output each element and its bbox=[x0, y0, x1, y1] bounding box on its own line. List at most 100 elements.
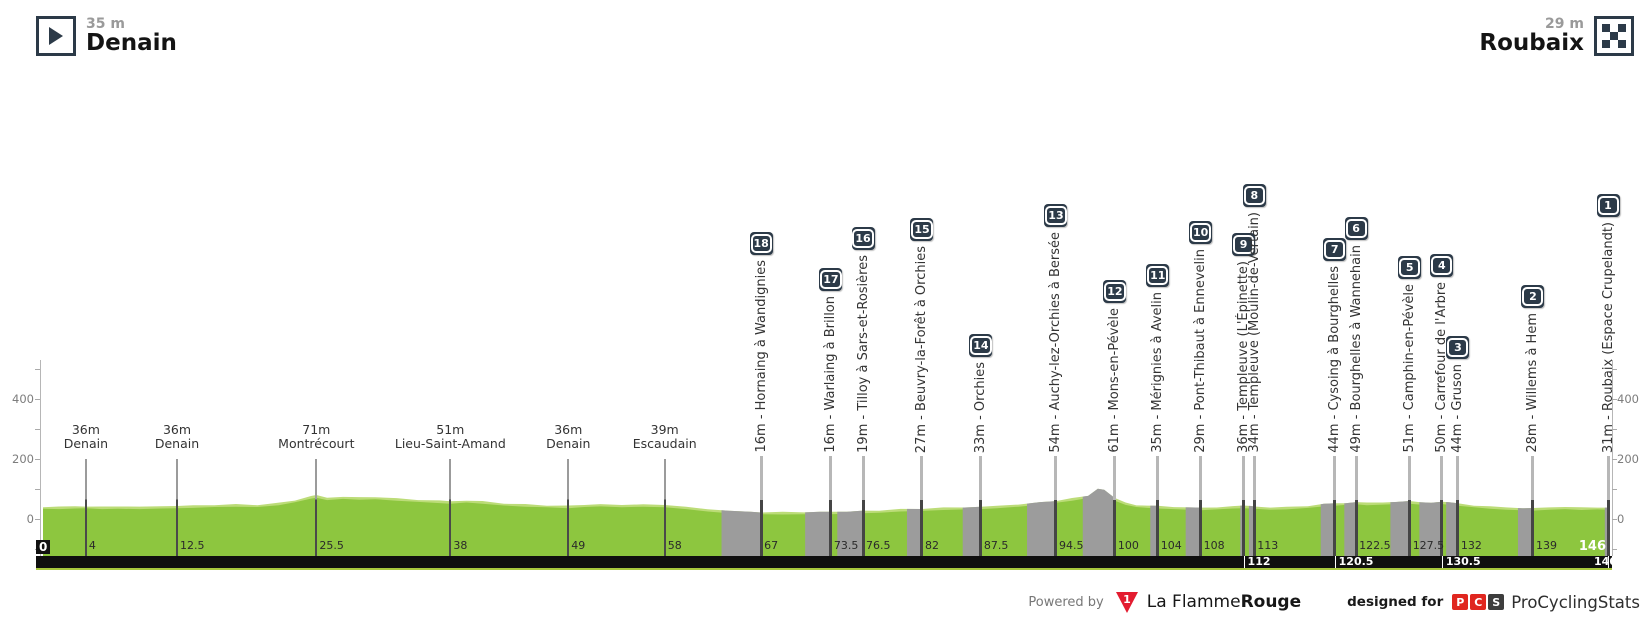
km-ruler-tick bbox=[1334, 556, 1336, 568]
procyclingstats-wordmark: ProCyclingStats bbox=[1511, 592, 1640, 612]
sector-number: 6 bbox=[1345, 219, 1367, 239]
km-tick-label: 104 bbox=[1160, 539, 1182, 552]
sector-number: 3 bbox=[1447, 338, 1469, 358]
sector-column: 9 36m - Templeuve (L'Épinette) bbox=[1204, 233, 1284, 453]
sector-number: 7 bbox=[1324, 240, 1346, 260]
km-ruler-tick bbox=[1243, 556, 1245, 568]
elevation-axis-tick bbox=[35, 429, 40, 430]
cobble-sector-band bbox=[1240, 488, 1244, 556]
sector-number: 5 bbox=[1399, 258, 1421, 278]
waypoint-name: Montrécourt bbox=[278, 436, 355, 452]
pcs-letter-s: S bbox=[1488, 594, 1505, 610]
km-tick-label: 38 bbox=[453, 539, 468, 552]
play-triangle bbox=[49, 27, 63, 45]
sector-number-badge: 11 bbox=[1146, 264, 1170, 288]
km-tick-label: 94.5 bbox=[1058, 539, 1084, 552]
cobble-sector-band bbox=[1446, 488, 1458, 556]
km-tick-label: 73.5 bbox=[833, 539, 859, 552]
sector-number: 1 bbox=[1597, 195, 1619, 215]
sector-marker-line bbox=[979, 456, 983, 556]
waypoint-marker-line bbox=[567, 459, 570, 556]
sector-column: 11 35m - Mérignies à Avelin bbox=[1118, 264, 1198, 453]
sector-column: 16 19m - Tilloy à Sars-et-Rosières bbox=[823, 227, 903, 453]
pcs-letter-c: C bbox=[1470, 594, 1487, 610]
cobble-sector-band bbox=[1248, 488, 1255, 556]
km-tick-label-secondary: 146 bbox=[1594, 556, 1612, 568]
finish-elevation: 29 m bbox=[1545, 15, 1584, 32]
waypoint-name: Denain bbox=[154, 436, 200, 452]
km-tick-label: 139 bbox=[1535, 539, 1557, 552]
elevation-axis-tick bbox=[35, 459, 40, 460]
lfr-regular: La Flamme bbox=[1146, 592, 1241, 612]
start-city: Denain bbox=[86, 30, 177, 57]
elevation-axis-label: 200 bbox=[1617, 452, 1639, 466]
sector-number: 17 bbox=[820, 270, 842, 290]
km-tick-label: 58 bbox=[667, 539, 682, 552]
km-tick-label: 127.5 bbox=[1412, 539, 1445, 552]
sector-label: 16m - Hornaing à Wandignies bbox=[753, 260, 769, 453]
sector-marker-line bbox=[1242, 456, 1246, 556]
start-elevation: 35 m bbox=[86, 15, 125, 32]
elevation-axis-label: 200 bbox=[12, 452, 34, 466]
powered-by-label: Powered by bbox=[1028, 594, 1104, 610]
la-flamme-rouge-icon: 1 bbox=[1115, 591, 1138, 613]
elevation-axis-label: 400 bbox=[12, 392, 34, 406]
waypoint-elevation: 71m bbox=[302, 421, 331, 437]
elevation-axis-label: 0 bbox=[1617, 512, 1625, 526]
waypoint-name: Lieu-Saint-Amand bbox=[394, 436, 506, 452]
sector-number: 12 bbox=[1104, 282, 1126, 302]
start-header: 35 m Denain bbox=[36, 16, 177, 56]
sector-marker-line bbox=[829, 456, 833, 556]
sector-label: 33m - Orchies bbox=[973, 361, 989, 453]
sector-label: 31m - Roubaix (Espace Crupelandt) bbox=[1600, 221, 1616, 453]
elevation-axis-tick bbox=[1612, 399, 1617, 400]
waypoint-label: 71m Montrécourt bbox=[236, 421, 396, 453]
sector-number-badge: 7 bbox=[1323, 238, 1347, 262]
sector-column: 17 16m - Warlaing à Brillon bbox=[791, 268, 871, 453]
km-tick-label: 67 bbox=[764, 539, 779, 552]
sector-number-badge: 3 bbox=[1446, 336, 1470, 360]
elevation-axis-tick bbox=[35, 489, 40, 490]
sector-number-badge: 16 bbox=[851, 227, 875, 251]
sector-number: 14 bbox=[970, 335, 992, 355]
lfr-bold: Rouge bbox=[1240, 592, 1302, 612]
elevation-axis-tick bbox=[35, 399, 40, 400]
sector-column: 12 61m - Mons-en-Pévèle bbox=[1075, 280, 1155, 453]
sector-marker-line bbox=[1054, 456, 1058, 556]
km-tick-label: 100 bbox=[1117, 539, 1139, 552]
sector-number: 9 bbox=[1233, 235, 1255, 255]
elevation-axis bbox=[40, 360, 41, 556]
km-tick-label: 132 bbox=[1460, 539, 1482, 552]
cobble-sector-band bbox=[962, 488, 981, 556]
km-tick-label: 4 bbox=[88, 539, 96, 552]
sector-number-badge: 17 bbox=[819, 268, 843, 292]
waypoint-label: 36m Denain bbox=[488, 422, 648, 453]
sector-marker-line bbox=[1606, 456, 1610, 556]
play-icon bbox=[36, 16, 76, 56]
sector-number: 15 bbox=[911, 219, 933, 239]
waypoint-elevation: 51m bbox=[436, 421, 465, 437]
waypoint-name: Escaudain bbox=[632, 436, 697, 452]
cobble-sector-band bbox=[1082, 488, 1115, 556]
cobble-sector-band bbox=[1604, 488, 1608, 556]
sector-number: 11 bbox=[1147, 266, 1169, 286]
sector-number-badge: 4 bbox=[1430, 254, 1454, 278]
sector-column: 14 33m - Orchies bbox=[941, 333, 1021, 453]
sector-marker-line bbox=[1252, 456, 1256, 556]
elevation-axis-tick bbox=[1612, 459, 1617, 460]
km-ruler-bar: 112 120.5 130.5 146 bbox=[36, 556, 1612, 570]
elevation-axis-tick bbox=[35, 519, 40, 520]
sector-column: 2 28m - Willems à Hem bbox=[1493, 285, 1573, 453]
elevation-axis-tick bbox=[1612, 519, 1617, 520]
km-ruler-tick bbox=[1608, 556, 1609, 568]
checkered-flag-icon bbox=[1594, 16, 1634, 56]
sector-number-badge: 18 bbox=[749, 232, 773, 256]
sector-label: 19m - Tilloy à Sars-et-Rosières bbox=[855, 255, 871, 453]
sector-number-badge: 2 bbox=[1521, 285, 1545, 309]
elevation-axis-tick bbox=[1612, 429, 1617, 430]
sector-number-badge: 12 bbox=[1103, 280, 1127, 304]
waypoint-name: Denain bbox=[63, 436, 109, 452]
checkered-flag bbox=[1602, 24, 1626, 48]
pcs-logo: P C S bbox=[1452, 594, 1505, 610]
